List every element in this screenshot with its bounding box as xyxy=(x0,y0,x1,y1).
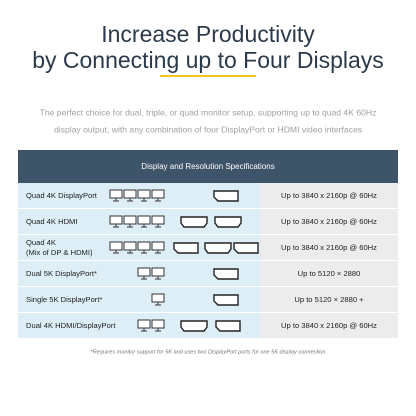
row-right xyxy=(260,261,398,286)
monitor-icon xyxy=(137,241,151,251)
row-label: Dual 4K HDMI/DisplayPort xyxy=(26,321,116,330)
row-label: Dual 5K DisplayPort* xyxy=(26,269,97,278)
monitor-icon xyxy=(123,241,137,251)
title-line: Increase Productivity xyxy=(101,21,315,47)
row-label: Quad 4K xyxy=(26,238,56,247)
monitor-icon xyxy=(123,189,137,199)
description: display output, with any combination of … xyxy=(54,124,362,134)
hdmi-icon xyxy=(204,242,232,254)
resolution: Up to 3840 x 2160p @ 60Hz xyxy=(281,321,377,330)
title-line: by Connecting up to Four Displays xyxy=(32,47,384,73)
table-header xyxy=(18,150,398,183)
monitor-icon xyxy=(137,189,151,199)
displayport-icon xyxy=(213,190,239,202)
hdmi-icon xyxy=(180,320,208,332)
monitor-icon xyxy=(151,241,165,251)
hdmi-icon xyxy=(214,216,242,228)
monitor-icon xyxy=(109,241,123,251)
displayport-icon xyxy=(213,294,239,306)
monitor-icon xyxy=(123,215,137,225)
row-label: Quad 4K HDMI xyxy=(26,217,78,226)
monitor-icon xyxy=(151,189,165,199)
monitor-icon xyxy=(151,267,165,277)
monitor-icon xyxy=(151,215,165,225)
table-body: Quad 4K DisplayPort Up to 3840 x 2160p @ … xyxy=(18,183,398,338)
monitor-icon xyxy=(137,267,151,277)
row-right xyxy=(260,235,398,260)
accent-line xyxy=(160,75,256,77)
monitor-icon xyxy=(137,215,151,225)
resolution: Up to 3840 x 2160p @ 60Hz xyxy=(281,217,377,226)
monitor-icon xyxy=(151,293,165,303)
resolution: Up to 3840 x 2160p @ 60Hz xyxy=(281,191,377,200)
monitor-icon xyxy=(109,189,123,199)
monitor-icon xyxy=(137,319,151,329)
monitor-icon xyxy=(151,319,165,329)
resolution: Up to 5120 × 2880 xyxy=(298,269,361,278)
row-right xyxy=(260,183,398,208)
resolution: Up to 5120 × 2880 + xyxy=(294,295,364,304)
row-label: Single 5K DisplayPort* xyxy=(26,295,102,304)
table-title: Display and Resolution Specifications xyxy=(141,162,274,171)
hdmi-icon xyxy=(180,216,208,228)
row-right xyxy=(260,287,398,312)
footnote: *Requires monitor support for 5K and use… xyxy=(90,349,325,355)
row-label: (Mix of DP & HDMI) xyxy=(26,248,93,257)
row-right xyxy=(260,209,398,234)
displayport-icon xyxy=(173,242,199,254)
displayport-icon xyxy=(233,242,259,254)
row-right xyxy=(260,313,398,338)
description: The perfect choice for dual, triple, or … xyxy=(40,107,377,117)
row-label: Quad 4K DisplayPort xyxy=(26,191,98,200)
monitor-icon xyxy=(109,215,123,225)
displayport-icon xyxy=(215,320,241,332)
displayport-icon xyxy=(213,268,239,280)
resolution: Up to 3840 x 2160p @ 60Hz xyxy=(281,243,377,252)
